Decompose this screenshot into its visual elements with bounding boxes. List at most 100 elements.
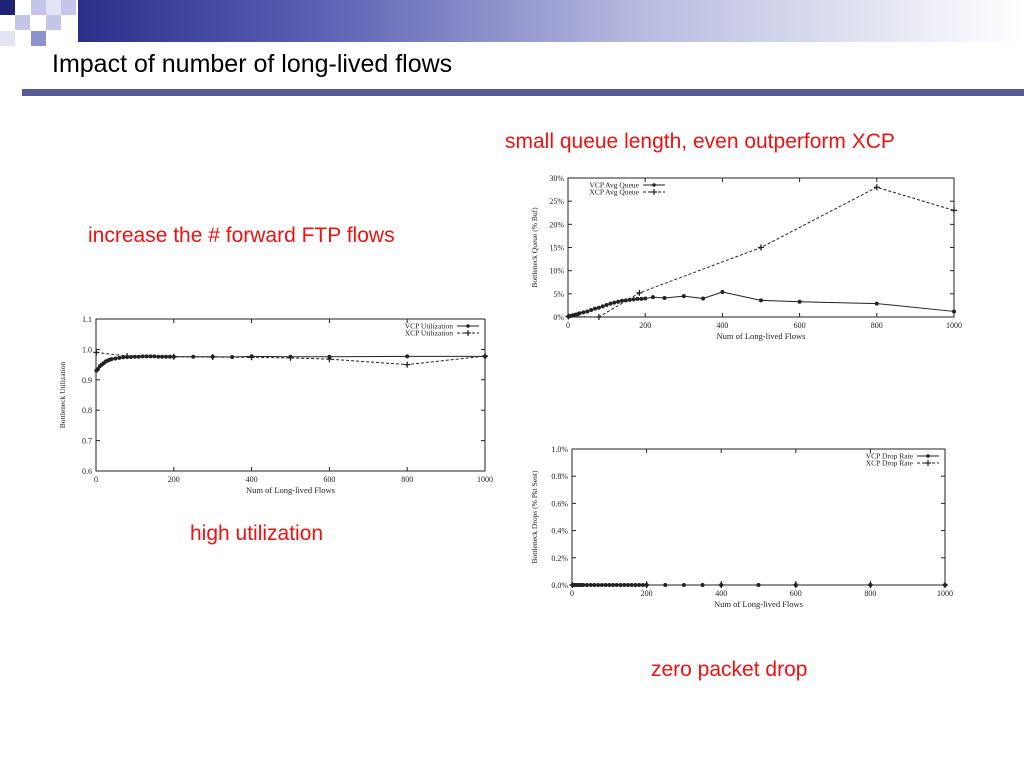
x-tick-label: 0 bbox=[570, 589, 574, 598]
legend-label: VCP Utilization bbox=[405, 322, 454, 331]
data-point-vcp bbox=[603, 583, 608, 587]
deco-square-4 bbox=[46, 15, 61, 30]
y-tick-label: 0.4% bbox=[551, 527, 568, 536]
data-point-vcp bbox=[631, 297, 636, 302]
data-point-vcp bbox=[643, 296, 648, 301]
y-tick-label: 0% bbox=[553, 313, 564, 322]
deco-square-2 bbox=[15, 15, 30, 30]
x-tick-label: 1000 bbox=[937, 589, 953, 598]
y-tick-label: 0.6 bbox=[82, 467, 92, 476]
y-tick-label: 0.9 bbox=[82, 376, 92, 385]
data-point-xcp bbox=[569, 582, 576, 588]
deco-square-6 bbox=[46, 0, 61, 15]
x-tick-label: 600 bbox=[323, 475, 335, 484]
data-point-vcp bbox=[612, 300, 617, 305]
data-point-vcp bbox=[599, 583, 604, 587]
y-tick-label: 15% bbox=[549, 244, 564, 253]
x-tick-label: 0 bbox=[94, 475, 98, 484]
y-tick-label: 0.7 bbox=[82, 437, 92, 446]
data-point-vcp bbox=[167, 354, 172, 359]
x-tick-label: 400 bbox=[246, 475, 258, 484]
data-point-vcp bbox=[593, 306, 598, 311]
series-line-xcp bbox=[568, 186, 955, 318]
data-point-xcp bbox=[326, 356, 333, 363]
data-point-xcp bbox=[718, 582, 725, 588]
legend-label: XCP Drop Rate bbox=[866, 459, 914, 468]
plot-frame bbox=[571, 448, 946, 586]
annotation-small-queue: small queue length, even outperform XCP bbox=[505, 130, 895, 153]
legend-label: XCP Utilization bbox=[405, 329, 454, 338]
x-tick-label: 400 bbox=[715, 589, 727, 598]
deco-square-8 bbox=[0, 31, 15, 46]
data-point-vcp bbox=[604, 302, 609, 307]
data-point-vcp bbox=[629, 583, 634, 587]
data-point-vcp bbox=[581, 310, 586, 315]
x-axis-label: Num of Long-lived Flows bbox=[246, 485, 335, 495]
data-point-vcp bbox=[720, 289, 725, 294]
data-point-xcp bbox=[124, 353, 131, 360]
x-tick-label: 600 bbox=[790, 589, 802, 598]
y-tick-label: 0.2% bbox=[551, 554, 568, 563]
y-tick-label: 1.1 bbox=[82, 315, 92, 324]
drop-chart: 0 200 400 600 800 1000 0.0% 0.2% 0.4% 0.6% 0.8% 1.0… bbox=[527, 441, 965, 623]
x-tick-label: 200 bbox=[641, 589, 653, 598]
data-point-vcp bbox=[616, 299, 621, 304]
title-rule bbox=[22, 89, 1024, 96]
data-point-xcp bbox=[565, 313, 572, 320]
x-axis-label: Num of Long-lived Flows bbox=[716, 331, 805, 341]
data-point-vcp bbox=[600, 304, 605, 309]
data-point-vcp bbox=[608, 301, 613, 306]
data-point-vcp bbox=[620, 298, 625, 303]
x-tick-label: 200 bbox=[168, 475, 180, 484]
data-point-xcp bbox=[248, 354, 255, 361]
legend-marker-plus bbox=[925, 460, 931, 466]
legend-marker-dot bbox=[926, 454, 930, 458]
data-point-xcp bbox=[595, 314, 602, 320]
data-point-vcp bbox=[113, 356, 118, 361]
data-point-vcp bbox=[585, 309, 590, 314]
deco-square-3 bbox=[31, 0, 46, 15]
x-tick-label: 0 bbox=[566, 321, 570, 330]
data-point-vcp bbox=[405, 354, 410, 359]
annotation-increase-flows: increase the # forward FTP flows bbox=[88, 224, 395, 247]
x-tick-label: 800 bbox=[864, 589, 876, 598]
y-tick-label: 0.6% bbox=[551, 499, 568, 508]
x-tick-label: 800 bbox=[871, 321, 883, 330]
data-point-vcp bbox=[952, 309, 956, 314]
data-point-vcp bbox=[633, 583, 638, 587]
y-axis-label: Bottleneck Utilization bbox=[58, 362, 67, 429]
data-point-vcp bbox=[596, 305, 601, 310]
y-tick-label: 10% bbox=[549, 267, 564, 276]
x-tick-label: 200 bbox=[639, 321, 651, 330]
data-point-vcp bbox=[117, 355, 122, 360]
data-point-vcp bbox=[164, 354, 169, 359]
data-point-xcp bbox=[93, 349, 100, 356]
data-point-xcp bbox=[643, 582, 650, 588]
y-tick-label: 30% bbox=[549, 174, 564, 183]
data-point-xcp bbox=[209, 354, 216, 360]
legend-label: VCP Drop Rate bbox=[866, 452, 914, 461]
y-tick-label: 1.0% bbox=[551, 445, 568, 454]
data-point-vcp bbox=[662, 296, 667, 301]
x-tick-label: 600 bbox=[794, 321, 806, 330]
data-point-xcp bbox=[636, 289, 643, 296]
data-point-vcp bbox=[148, 354, 153, 359]
data-point-vcp bbox=[614, 583, 619, 587]
slide-title: Impact of number of long-lived flows bbox=[52, 50, 453, 78]
y-tick-label: 0.0% bbox=[551, 581, 568, 590]
data-point-vcp bbox=[109, 357, 114, 362]
x-tick-label: 1000 bbox=[477, 475, 493, 484]
annotation-zero-drop: zero packet drop bbox=[651, 658, 808, 681]
data-point-vcp bbox=[639, 296, 644, 301]
y-axis-label: Bottleneck Queue (% Buf) bbox=[530, 207, 539, 288]
data-point-xcp bbox=[170, 353, 177, 360]
y-tick-label: 5% bbox=[553, 290, 564, 299]
data-point-vcp bbox=[874, 301, 879, 306]
data-point-xcp bbox=[792, 582, 799, 588]
y-tick-label: 0.8 bbox=[82, 406, 92, 415]
legend-label: XCP Avg Queue bbox=[589, 188, 639, 197]
data-point-vcp bbox=[577, 311, 582, 316]
x-axis-label: Num of Long-lived Flows bbox=[714, 599, 803, 609]
y-tick-label: 25% bbox=[549, 197, 564, 206]
data-point-vcp bbox=[681, 294, 686, 299]
